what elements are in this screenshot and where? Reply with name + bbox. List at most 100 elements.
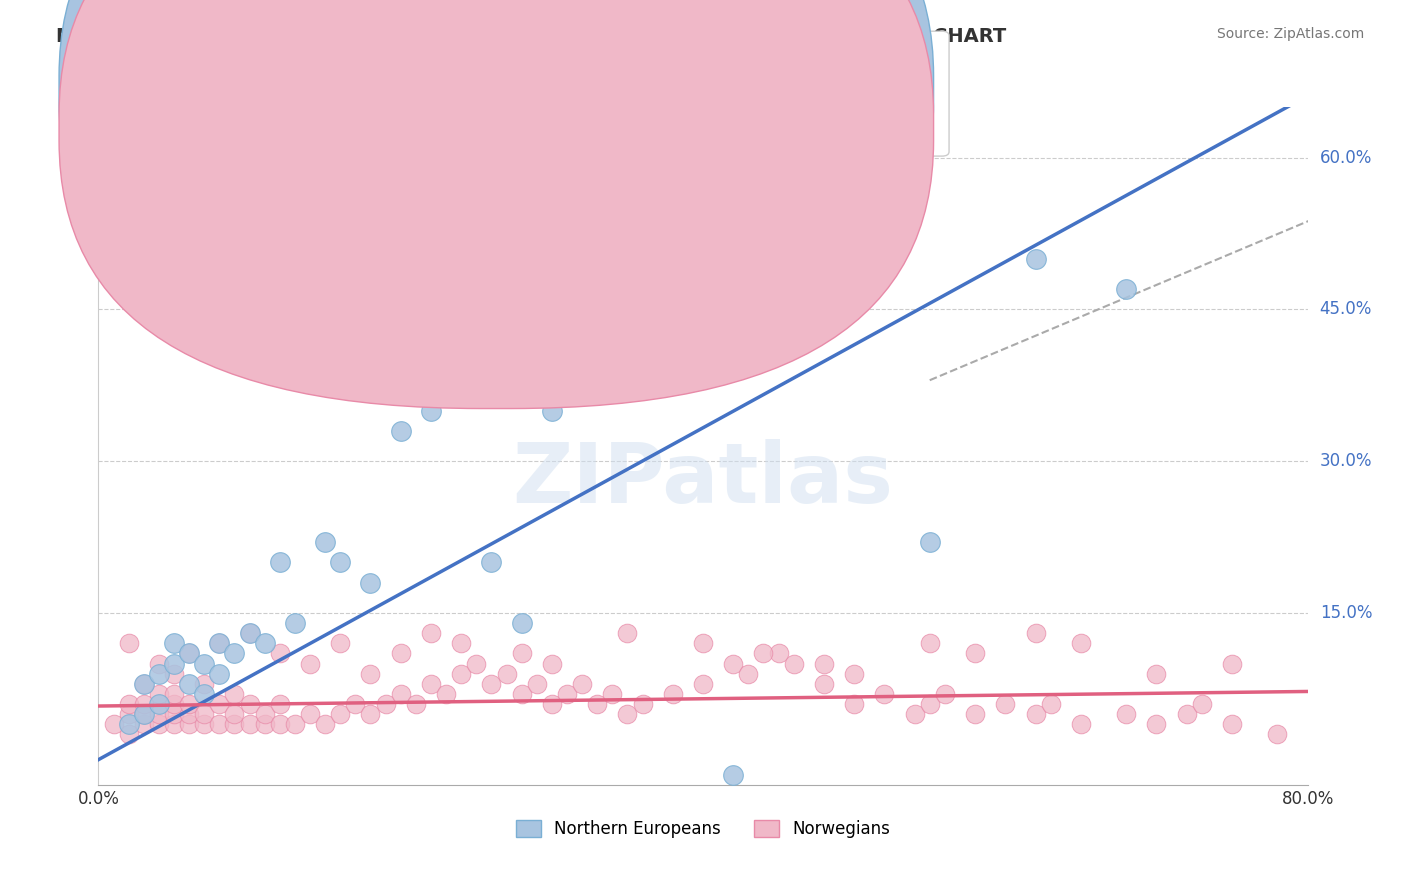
Point <box>193 687 215 701</box>
Point <box>1070 636 1092 650</box>
Point <box>481 677 503 691</box>
Point <box>329 555 352 569</box>
Point <box>420 403 443 417</box>
Point <box>450 666 472 681</box>
Point <box>253 636 276 650</box>
Point <box>329 636 352 650</box>
Point <box>224 707 246 722</box>
Point <box>224 647 246 661</box>
Point <box>1070 717 1092 731</box>
Point <box>540 697 562 711</box>
Point <box>163 687 186 701</box>
Point <box>148 657 170 671</box>
Point <box>844 666 866 681</box>
Point <box>269 697 291 711</box>
Point <box>193 657 215 671</box>
Point <box>239 697 262 711</box>
Point <box>163 666 186 681</box>
Point <box>314 717 336 731</box>
Point <box>1024 626 1046 640</box>
Point <box>239 626 262 640</box>
Point <box>904 707 927 722</box>
Point <box>118 727 141 741</box>
Point <box>813 657 835 671</box>
Point <box>132 697 155 711</box>
Point <box>269 717 291 731</box>
Point <box>132 677 155 691</box>
Point <box>602 687 624 701</box>
Point <box>1267 727 1289 741</box>
Point <box>299 707 322 722</box>
Point <box>631 697 654 711</box>
Point <box>208 717 231 731</box>
Point <box>132 707 155 722</box>
Point <box>965 707 987 722</box>
Point <box>314 535 336 549</box>
Point <box>1191 697 1213 711</box>
Point <box>148 666 170 681</box>
Point <box>163 717 186 731</box>
Point <box>586 697 609 711</box>
Point <box>783 657 806 671</box>
Point <box>360 575 382 590</box>
Point <box>208 636 231 650</box>
Point <box>179 647 201 661</box>
Point <box>253 717 276 731</box>
Point <box>224 687 246 701</box>
Point <box>918 697 941 711</box>
Point <box>389 647 412 661</box>
Point <box>1115 707 1137 722</box>
Point <box>873 687 896 701</box>
Point <box>692 677 714 691</box>
Point <box>481 555 503 569</box>
Point <box>918 535 941 549</box>
Point <box>692 282 714 296</box>
Point <box>1115 282 1137 296</box>
Text: ZIPatlas: ZIPatlas <box>513 440 893 520</box>
Point <box>692 636 714 650</box>
Point <box>1144 666 1167 681</box>
Point <box>723 657 745 671</box>
Text: 15.0%: 15.0% <box>1320 604 1372 622</box>
Point <box>284 717 307 731</box>
Point <box>239 626 262 640</box>
Text: 60.0%: 60.0% <box>1320 149 1372 167</box>
Point <box>737 666 759 681</box>
Point <box>465 657 488 671</box>
Point <box>510 647 533 661</box>
Point <box>555 687 578 701</box>
Point <box>299 657 322 671</box>
Point <box>118 636 141 650</box>
Point <box>616 312 638 326</box>
Point <box>510 616 533 631</box>
Text: R = 0.079   N= 109: R = 0.079 N= 109 <box>492 116 668 134</box>
Point <box>1220 717 1243 731</box>
Point <box>284 616 307 631</box>
Point <box>179 677 201 691</box>
Point <box>1024 252 1046 266</box>
Point <box>163 697 186 711</box>
Point <box>208 636 231 650</box>
Point <box>118 707 141 722</box>
Point <box>118 697 141 711</box>
Point <box>193 717 215 731</box>
Point <box>661 687 683 701</box>
Point <box>179 647 201 661</box>
Text: 45.0%: 45.0% <box>1320 301 1372 318</box>
Point <box>526 677 548 691</box>
Point <box>723 768 745 782</box>
Text: 30.0%: 30.0% <box>1320 452 1372 470</box>
Point <box>405 697 427 711</box>
Point <box>434 687 457 701</box>
Point <box>179 697 201 711</box>
Point <box>118 717 141 731</box>
Point <box>495 666 517 681</box>
Point <box>148 707 170 722</box>
Point <box>540 403 562 417</box>
Point <box>389 424 412 438</box>
Point <box>768 647 790 661</box>
Point <box>1144 717 1167 731</box>
Point <box>752 647 775 661</box>
Point <box>360 666 382 681</box>
Point <box>253 707 276 722</box>
